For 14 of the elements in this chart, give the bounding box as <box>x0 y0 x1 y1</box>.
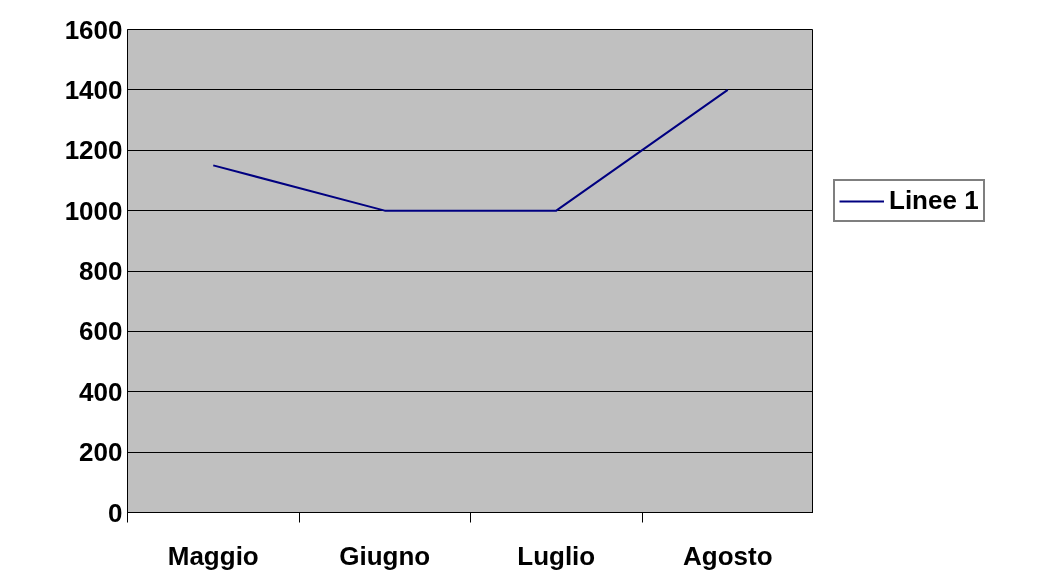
y-tick-label: 1400 <box>64 74 123 105</box>
y-tick-label: 600 <box>79 316 123 347</box>
y-tick-label: 1000 <box>64 195 123 226</box>
y-tick-label: 0 <box>108 497 123 528</box>
x-tick-label: Luglio <box>517 540 596 571</box>
y-tick-label: 1200 <box>64 135 123 166</box>
y-tick-label: 800 <box>79 256 123 286</box>
legend-label: Linee 1 <box>889 185 979 216</box>
x-tick-label: Maggio <box>167 540 259 571</box>
x-tick-label: Agosto <box>682 540 773 571</box>
x-tick-label: Giugno <box>339 540 431 571</box>
y-tick-label: 200 <box>79 437 123 468</box>
y-tick-label: 400 <box>79 376 123 407</box>
y-tick-label: 1600 <box>64 14 123 45</box>
